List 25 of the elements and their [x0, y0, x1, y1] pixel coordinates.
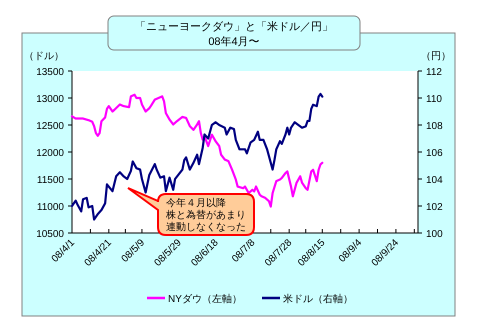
legend-label: 米ドル（右軸） — [283, 293, 353, 305]
y2-axis-title: （円） — [421, 51, 451, 62]
legend-label: NYダウ（左軸） — [168, 293, 242, 305]
callout: 今年４月以降 株と為替があまり 連動しなくなった — [127, 187, 255, 236]
y2-tick-label: 108 — [426, 121, 444, 132]
chart-title: 「ニューヨークダウ」と「米ドル／円」 — [135, 20, 333, 33]
annotation: 株と為替があまり — [165, 209, 246, 221]
y-tick-label: 13000 — [36, 94, 64, 105]
y2-tick-label: 100 — [426, 229, 444, 240]
title: 「ニューヨークダウ」と「米ドル／円」 08年4月〜 — [108, 16, 360, 50]
y-axis-title: （ドル） — [24, 51, 64, 62]
y2-tick-label: 106 — [426, 148, 444, 159]
annotation: 連動しなくなった — [166, 221, 246, 233]
y-tick-label: 11500 — [36, 175, 64, 186]
y-tick-label: 10500 — [36, 229, 64, 240]
y-tick-label: 11000 — [36, 202, 64, 213]
y-tick-label: 13500 — [36, 67, 64, 78]
y2-tick-label: 112 — [426, 67, 442, 78]
chart-subtitle: 08年4月〜 — [208, 36, 260, 48]
y-tick-label: 12500 — [36, 121, 64, 132]
y2-tick-label: 102 — [426, 202, 444, 213]
y2-tick-label: 104 — [426, 175, 444, 186]
y2-tick-label: 110 — [426, 94, 442, 105]
annotation: 今年４月以降 — [166, 197, 226, 209]
y-tick-label: 12000 — [36, 148, 64, 159]
